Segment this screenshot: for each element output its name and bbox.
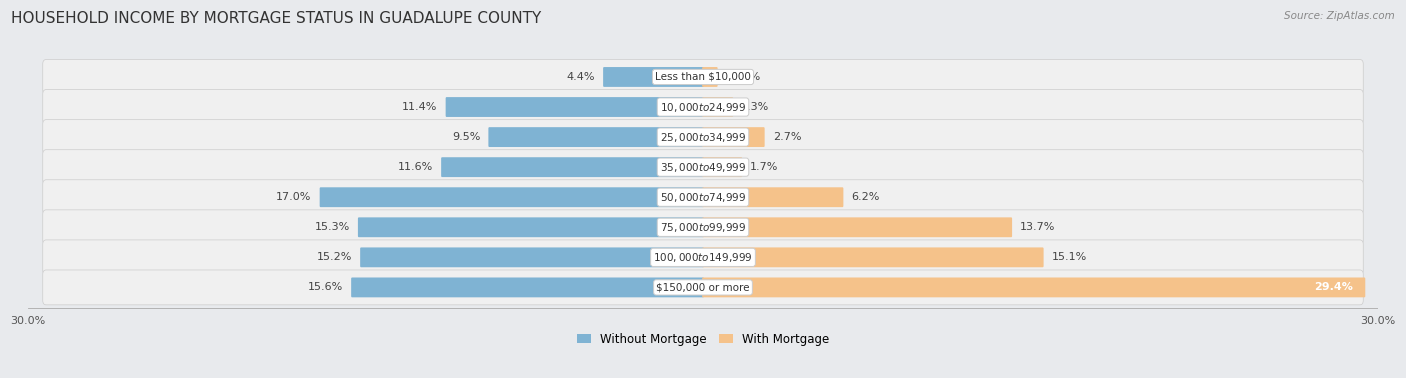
FancyBboxPatch shape	[42, 240, 1364, 275]
FancyBboxPatch shape	[42, 180, 1364, 215]
Text: 1.7%: 1.7%	[751, 162, 779, 172]
FancyBboxPatch shape	[702, 217, 1012, 237]
FancyBboxPatch shape	[359, 217, 704, 237]
Text: 15.2%: 15.2%	[316, 253, 352, 262]
Text: 0.61%: 0.61%	[725, 72, 761, 82]
FancyBboxPatch shape	[42, 150, 1364, 184]
Text: Source: ZipAtlas.com: Source: ZipAtlas.com	[1284, 11, 1395, 21]
Text: 9.5%: 9.5%	[451, 132, 481, 142]
FancyBboxPatch shape	[42, 270, 1364, 305]
Text: 1.3%: 1.3%	[741, 102, 769, 112]
Text: HOUSEHOLD INCOME BY MORTGAGE STATUS IN GUADALUPE COUNTY: HOUSEHOLD INCOME BY MORTGAGE STATUS IN G…	[11, 11, 541, 26]
Text: 17.0%: 17.0%	[276, 192, 312, 202]
Text: 11.4%: 11.4%	[402, 102, 437, 112]
Text: 2.7%: 2.7%	[773, 132, 801, 142]
Text: 29.4%: 29.4%	[1315, 282, 1353, 293]
Text: $50,000 to $74,999: $50,000 to $74,999	[659, 191, 747, 204]
FancyBboxPatch shape	[702, 157, 742, 177]
Text: $150,000 or more: $150,000 or more	[657, 282, 749, 293]
Text: 11.6%: 11.6%	[398, 162, 433, 172]
Text: $75,000 to $99,999: $75,000 to $99,999	[659, 221, 747, 234]
Legend: Without Mortgage, With Mortgage: Without Mortgage, With Mortgage	[572, 328, 834, 350]
FancyBboxPatch shape	[702, 277, 1365, 297]
FancyBboxPatch shape	[352, 277, 704, 297]
Text: $10,000 to $24,999: $10,000 to $24,999	[659, 101, 747, 113]
FancyBboxPatch shape	[446, 97, 704, 117]
FancyBboxPatch shape	[42, 59, 1364, 94]
Text: $35,000 to $49,999: $35,000 to $49,999	[659, 161, 747, 174]
FancyBboxPatch shape	[42, 210, 1364, 245]
FancyBboxPatch shape	[42, 120, 1364, 155]
FancyBboxPatch shape	[702, 97, 733, 117]
FancyBboxPatch shape	[488, 127, 704, 147]
Text: 15.1%: 15.1%	[1052, 253, 1087, 262]
FancyBboxPatch shape	[702, 187, 844, 207]
Text: 4.4%: 4.4%	[567, 72, 595, 82]
Text: 15.6%: 15.6%	[308, 282, 343, 293]
Text: 6.2%: 6.2%	[852, 192, 880, 202]
FancyBboxPatch shape	[360, 248, 704, 267]
FancyBboxPatch shape	[702, 127, 765, 147]
Text: Less than $10,000: Less than $10,000	[655, 72, 751, 82]
Text: $100,000 to $149,999: $100,000 to $149,999	[654, 251, 752, 264]
FancyBboxPatch shape	[702, 248, 1043, 267]
FancyBboxPatch shape	[702, 67, 717, 87]
FancyBboxPatch shape	[319, 187, 704, 207]
FancyBboxPatch shape	[42, 90, 1364, 124]
Text: 13.7%: 13.7%	[1021, 222, 1056, 232]
Text: 15.3%: 15.3%	[315, 222, 350, 232]
FancyBboxPatch shape	[441, 157, 704, 177]
FancyBboxPatch shape	[603, 67, 704, 87]
Text: $25,000 to $34,999: $25,000 to $34,999	[659, 130, 747, 144]
